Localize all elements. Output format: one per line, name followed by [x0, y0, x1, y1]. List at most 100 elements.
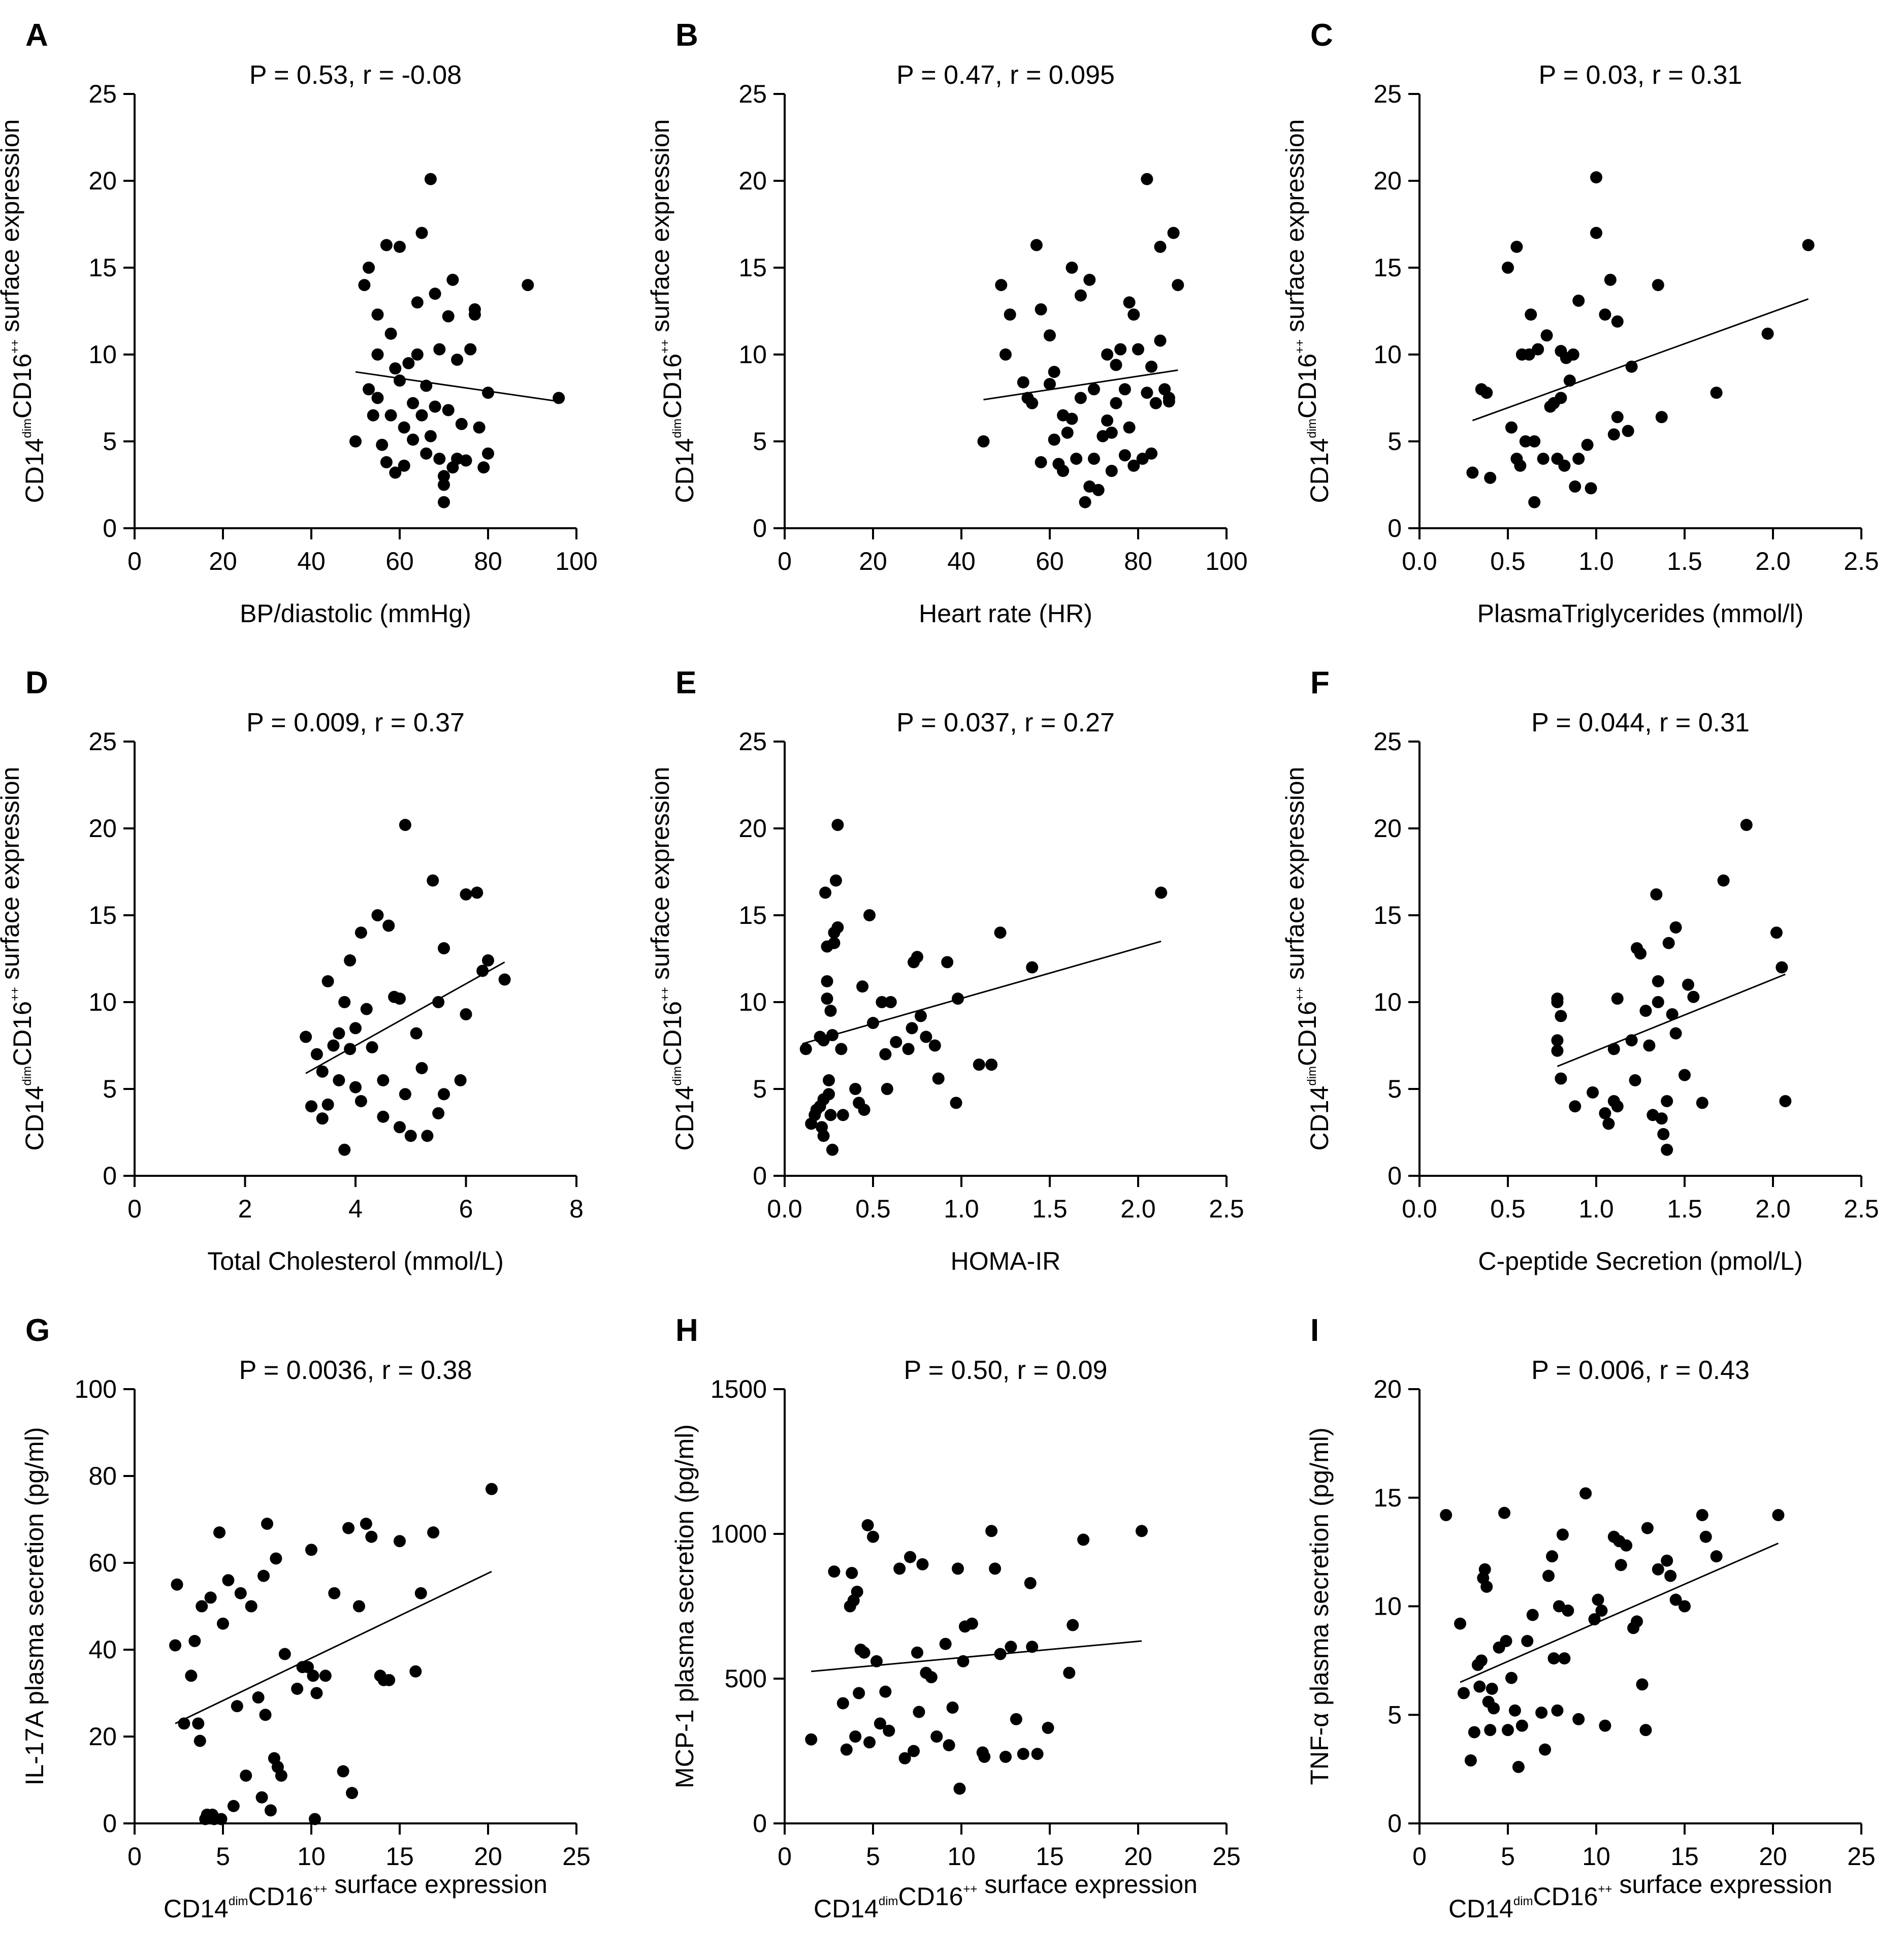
data-point [1802, 239, 1815, 251]
data-point [846, 1566, 858, 1579]
y-tick-label: 25 [738, 727, 767, 756]
panel-letter: D [25, 665, 48, 700]
data-point [377, 1074, 390, 1086]
label-part-base: CD14 [670, 1086, 699, 1151]
data-point [476, 965, 489, 977]
data-point [1696, 1097, 1708, 1109]
data-point [394, 1121, 406, 1134]
stats-title: P = 0.037, r = 0.27 [896, 708, 1115, 737]
data-point [1500, 1634, 1512, 1647]
label-part-mid: CD16 [658, 1001, 687, 1066]
regression-line [983, 369, 1178, 401]
data-point [410, 1027, 423, 1040]
x-tick-label: 0.0 [1402, 1195, 1437, 1223]
y-axis-label: CD14dimCD16++ surface expression [646, 767, 699, 1151]
data-point [1083, 273, 1096, 286]
data-point [883, 1724, 895, 1737]
x-tick-label: 25 [1212, 1842, 1241, 1871]
y-axis-label: CD14dimCD16++ surface expression [0, 119, 49, 503]
data-point [1631, 1615, 1643, 1628]
data-point [1622, 425, 1634, 437]
data-point [1088, 453, 1100, 465]
data-point [1026, 961, 1039, 974]
data-point [1163, 395, 1175, 408]
data-point [305, 1544, 317, 1556]
data-point [916, 1558, 929, 1570]
data-point [310, 1048, 323, 1061]
data-point [438, 1088, 450, 1101]
x-tick-label: 20 [859, 547, 887, 575]
y-tick-label: 0 [1387, 1162, 1402, 1190]
data-point [215, 1813, 228, 1825]
x-tick-label: 1.5 [1667, 1195, 1702, 1223]
data-point [1475, 1654, 1488, 1667]
label-part-sup1: dim [1513, 1895, 1533, 1908]
data-point [196, 1600, 208, 1613]
data-point [240, 1769, 252, 1782]
x-tick-label: 40 [297, 547, 326, 575]
data-point [828, 937, 841, 949]
data-point [1572, 1713, 1585, 1725]
data-point [1079, 496, 1091, 508]
data-point [835, 1043, 848, 1055]
label-part-mid: CD16 [658, 354, 687, 419]
data-point [1154, 334, 1167, 347]
data-point [407, 397, 419, 409]
data-point [950, 1097, 962, 1109]
data-point [819, 886, 832, 899]
data-point [327, 1039, 340, 1052]
data-point [874, 1717, 886, 1730]
panel-letter: G [25, 1313, 50, 1348]
y-tick-label: 10 [1373, 988, 1402, 1016]
data-point [310, 1687, 323, 1699]
data-point [1030, 239, 1043, 251]
label-part-sup1: dim [20, 1066, 34, 1086]
stats-title: P = 0.006, r = 0.43 [1531, 1356, 1750, 1385]
data-point [394, 1535, 406, 1548]
label-part-mid: CD16 [1533, 1882, 1598, 1911]
data-point [957, 1655, 970, 1667]
data-point [1687, 990, 1700, 1003]
data-point [989, 1562, 1002, 1575]
x-tick-label: 0 [778, 1842, 792, 1871]
x-tick-label: 0 [127, 1842, 142, 1871]
data-point [1629, 1074, 1641, 1086]
label-part-rest: surface expression [646, 119, 674, 340]
data-point [928, 1039, 941, 1052]
data-point [1155, 886, 1168, 899]
y-tick-label: 25 [738, 80, 767, 108]
x-tick-label: 1.0 [1578, 1195, 1614, 1223]
y-axis-label: CD14dimCD16++ surface expression [646, 119, 699, 503]
data-point [840, 1743, 853, 1756]
x-tick-label: 0 [778, 547, 792, 575]
data-point [1525, 308, 1537, 321]
data-point [414, 1587, 427, 1599]
label-part-rest: surface expression [1281, 119, 1309, 340]
y-tick-label: 0 [1387, 1809, 1402, 1838]
x-tick-label: 8 [569, 1195, 584, 1223]
data-point [1625, 1034, 1638, 1047]
data-point [371, 348, 384, 361]
data-point [415, 227, 428, 239]
data-point [1042, 1721, 1054, 1734]
data-point [1657, 1128, 1670, 1140]
data-point [333, 1027, 345, 1040]
x-axis-label: PlasmaTriglycerides (mmol/l) [1477, 599, 1804, 628]
data-point [821, 975, 833, 987]
data-point [407, 433, 419, 446]
data-point [1620, 1539, 1633, 1552]
y-tick-label: 20 [88, 814, 117, 843]
data-point [1761, 327, 1774, 340]
data-point [893, 1562, 906, 1575]
y-tick-label: 0 [103, 1162, 117, 1190]
data-point [344, 954, 357, 967]
x-tick-label: 15 [1036, 1842, 1064, 1871]
data-point [371, 308, 384, 321]
data-point [836, 1697, 849, 1710]
data-point [231, 1700, 243, 1713]
data-point [427, 874, 439, 887]
data-point [1551, 1034, 1564, 1047]
data-point [890, 1036, 902, 1048]
data-point [1057, 465, 1070, 477]
data-point [1772, 1508, 1785, 1521]
